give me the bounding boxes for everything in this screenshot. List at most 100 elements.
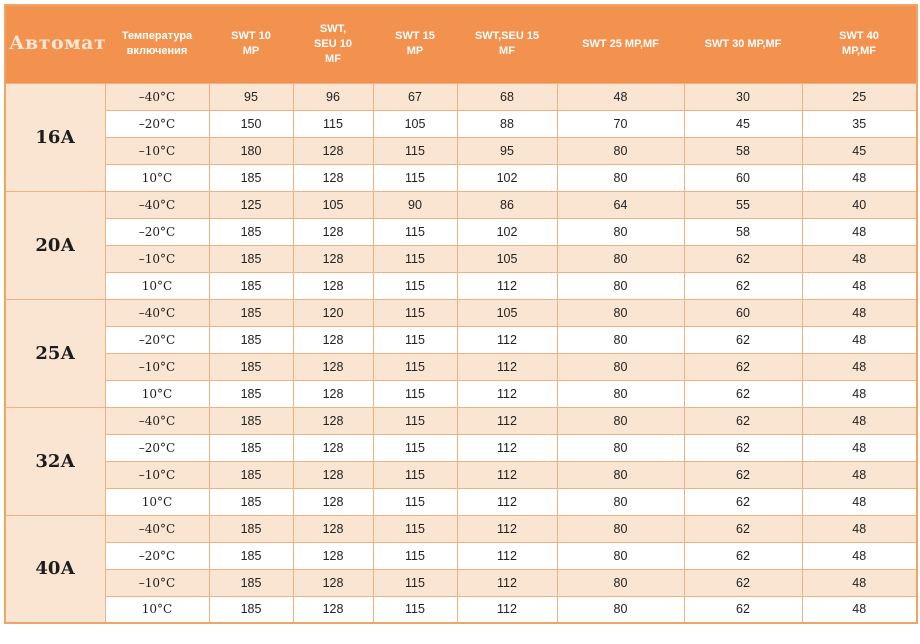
temperature-table: Автомат Температура включения SWT 10 МР SWT… bbox=[4, 4, 918, 624]
value-cell: 112 bbox=[456, 514, 558, 543]
automat-group-label: 40А bbox=[4, 514, 106, 624]
table-row: 40А –40°C 185 128 115 112 80 62 48 bbox=[4, 514, 918, 624]
value-cell: 48 bbox=[801, 271, 918, 300]
value-cell: 112 bbox=[456, 271, 558, 300]
table-row: –10°C 185 128 115 112 80 62 48 bbox=[5, 568, 918, 597]
value-cell: 68 bbox=[456, 82, 558, 111]
value-cell: 80 bbox=[556, 325, 685, 354]
value-cell: 128 bbox=[292, 433, 374, 462]
value-cell: 48 bbox=[801, 163, 918, 192]
value-cell: 95 bbox=[456, 136, 558, 165]
value-cell: 88 bbox=[456, 109, 558, 138]
temperature-cell: –10°C bbox=[104, 244, 210, 273]
value-cell: 45 bbox=[801, 136, 918, 165]
table-row: 32А –40°C 185 128 115 112 80 62 48 bbox=[4, 406, 918, 516]
temperature-cell: –10°C bbox=[104, 136, 210, 165]
value-cell: 128 bbox=[292, 163, 374, 192]
value-cell: 62 bbox=[683, 244, 803, 273]
temperature-cell: –20°C bbox=[104, 541, 210, 570]
value-cell: 48 bbox=[801, 244, 918, 273]
value-cell: 150 bbox=[208, 109, 294, 138]
value-cell: 48 bbox=[801, 379, 918, 408]
value-cell: 25 bbox=[801, 82, 918, 111]
value-cell: 62 bbox=[683, 514, 803, 543]
value-cell: 128 bbox=[292, 514, 374, 543]
value-cell: 67 bbox=[372, 82, 458, 111]
value-cell: 112 bbox=[456, 325, 558, 354]
value-cell: 80 bbox=[556, 379, 685, 408]
value-cell: 80 bbox=[556, 352, 685, 381]
value-cell: 120 bbox=[292, 298, 374, 327]
value-cell: 48 bbox=[801, 217, 918, 246]
value-cell: 35 bbox=[801, 109, 918, 138]
value-cell: 125 bbox=[208, 190, 294, 219]
value-cell: 115 bbox=[372, 460, 458, 489]
value-cell: 48 bbox=[801, 541, 918, 570]
value-cell: 185 bbox=[208, 406, 294, 435]
value-cell: 185 bbox=[208, 568, 294, 597]
table-row: 10°C 185 128 115 112 80 62 48 bbox=[5, 595, 918, 624]
value-cell: 80 bbox=[556, 514, 685, 543]
temperature-cell: –20°C bbox=[104, 109, 210, 138]
table-row: 10°C 185 128 115 112 80 62 48 bbox=[5, 487, 918, 516]
table-row: –20°C 185 128 115 112 80 62 48 bbox=[5, 541, 918, 570]
value-cell: 58 bbox=[683, 136, 803, 165]
temperature-cell: 10°C bbox=[104, 163, 210, 192]
value-cell: 96 bbox=[292, 82, 374, 111]
value-cell: 128 bbox=[292, 541, 374, 570]
temperature-cell: –40°C bbox=[104, 514, 210, 543]
automat-group-label: 20А bbox=[4, 190, 106, 300]
value-cell: 115 bbox=[372, 217, 458, 246]
value-cell: 102 bbox=[456, 163, 558, 192]
value-cell: 128 bbox=[292, 568, 374, 597]
value-cell: 30 bbox=[683, 82, 803, 111]
table-header: Автомат Температура включения SWT 10 МР SWT… bbox=[5, 5, 917, 83]
value-cell: 112 bbox=[456, 568, 558, 597]
table-row: –10°C 180 128 115 95 80 58 45 bbox=[5, 136, 918, 165]
value-cell: 115 bbox=[372, 163, 458, 192]
value-cell: 80 bbox=[556, 433, 685, 462]
value-cell: 48 bbox=[801, 487, 918, 516]
value-cell: 185 bbox=[208, 541, 294, 570]
value-cell: 62 bbox=[683, 325, 803, 354]
value-cell: 45 bbox=[683, 109, 803, 138]
value-cell: 62 bbox=[683, 595, 803, 624]
value-cell: 115 bbox=[372, 595, 458, 624]
automat-group-label: 25А bbox=[4, 298, 106, 408]
value-cell: 128 bbox=[292, 595, 374, 624]
table-row: –10°C 185 128 115 112 80 62 48 bbox=[5, 460, 918, 489]
value-cell: 105 bbox=[456, 244, 558, 273]
value-cell: 180 bbox=[208, 136, 294, 165]
value-cell: 62 bbox=[683, 271, 803, 300]
value-cell: 128 bbox=[292, 379, 374, 408]
table-header-row: Автомат Температура включения SWT 10 МР SWT… bbox=[5, 5, 917, 83]
value-cell: 48 bbox=[801, 514, 918, 543]
column-header-5: SWT,SEU 15 MF bbox=[457, 5, 557, 83]
value-cell: 70 bbox=[556, 109, 685, 138]
value-cell: 112 bbox=[456, 352, 558, 381]
value-cell: 62 bbox=[683, 379, 803, 408]
value-cell: 40 bbox=[801, 190, 918, 219]
value-cell: 115 bbox=[372, 514, 458, 543]
value-cell: 48 bbox=[801, 352, 918, 381]
temperature-cell: –40°C bbox=[104, 82, 210, 111]
value-cell: 48 bbox=[801, 460, 918, 489]
value-cell: 185 bbox=[208, 163, 294, 192]
value-cell: 185 bbox=[208, 460, 294, 489]
table-row: –10°C 185 128 115 112 80 62 48 bbox=[5, 352, 918, 381]
value-cell: 128 bbox=[292, 217, 374, 246]
column-header-6: SWT 25 МР,MF bbox=[557, 5, 684, 83]
value-cell: 128 bbox=[292, 244, 374, 273]
value-cell: 112 bbox=[456, 595, 558, 624]
table-row: 25А –40°C 185 120 115 105 80 60 48 bbox=[4, 298, 918, 408]
value-cell: 48 bbox=[801, 406, 918, 435]
value-cell: 112 bbox=[456, 406, 558, 435]
table-row: 10°C 185 128 115 112 80 62 48 bbox=[5, 271, 918, 300]
temperature-cell: –40°C bbox=[104, 298, 210, 327]
value-cell: 62 bbox=[683, 406, 803, 435]
value-cell: 95 bbox=[208, 82, 294, 111]
value-cell: 62 bbox=[683, 433, 803, 462]
value-cell: 102 bbox=[456, 217, 558, 246]
value-cell: 48 bbox=[801, 433, 918, 462]
